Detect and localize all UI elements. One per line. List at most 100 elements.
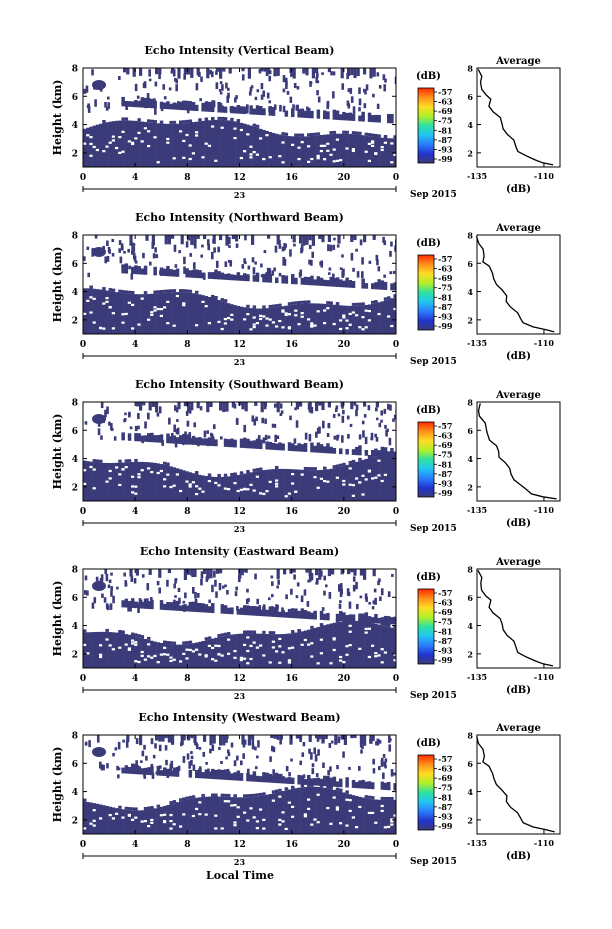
- echo-top-cell: [350, 735, 354, 739]
- echo-layer-column: [319, 469, 324, 501]
- echo-cell: [159, 120, 164, 124]
- echo-gap: [275, 479, 279, 482]
- echo-speckle: [378, 766, 381, 771]
- echo-gap: [127, 140, 132, 143]
- echo-top-cell: [235, 235, 239, 242]
- echo-speckle: [372, 93, 375, 98]
- echo-gap: [127, 814, 132, 817]
- echo-speckle: [377, 580, 380, 586]
- echo-layer-column: [163, 643, 167, 668]
- echo-band-cell: [329, 777, 333, 787]
- echo-gap: [188, 485, 193, 488]
- echo-layer-column: [223, 120, 228, 167]
- echo-gap: [239, 156, 244, 160]
- echo-cell: [297, 628, 301, 632]
- echo-cell: [211, 117, 215, 121]
- echo-speckle: [222, 585, 225, 589]
- echo-layer-column: [361, 797, 365, 834]
- echo-band-cell: [364, 612, 369, 623]
- echo-gap: [287, 659, 292, 662]
- echo-speckle: [375, 407, 378, 412]
- echo-gap: [383, 141, 388, 144]
- echo-speckle: [199, 766, 202, 770]
- echo-gap: [332, 148, 337, 151]
- echo-top-cell: [238, 569, 242, 579]
- echo-layer-column: [89, 632, 93, 668]
- echo-band-cell: [124, 598, 129, 608]
- echo-layer-column: [89, 461, 93, 501]
- profile-x-tick-label: -135: [467, 838, 487, 848]
- echo-gap: [329, 822, 333, 825]
- y-tick-label: 8: [72, 232, 78, 242]
- x-tick-label: 4: [132, 674, 138, 684]
- echo-speckle: [262, 90, 266, 97]
- echo-cell: [198, 118, 202, 122]
- echo-gap: [163, 478, 167, 481]
- echo-cell: [339, 788, 343, 792]
- echo-cell: [233, 794, 237, 798]
- echo-gap: [275, 485, 279, 488]
- echo-speckle: [168, 87, 172, 91]
- echo-top-cell: [177, 68, 181, 79]
- echo-speckle: [241, 569, 244, 576]
- echo-cell: [217, 634, 221, 638]
- echo-layer-column: [92, 803, 97, 834]
- echo-speckle: [86, 246, 90, 250]
- echo-layer-column: [233, 475, 237, 501]
- echo-gap: [179, 825, 183, 828]
- echo-speckle: [315, 76, 319, 84]
- echo-layer-column: [115, 120, 119, 167]
- profile-x-tick-label: -110: [534, 672, 554, 682]
- echo-gap: [147, 467, 151, 470]
- echo-speckle: [253, 418, 257, 426]
- echo-layer-column: [211, 297, 215, 334]
- echo-cell: [358, 457, 362, 461]
- echo-speckle: [106, 763, 109, 769]
- echo-speckle: [356, 603, 359, 610]
- colorbar-tick-label: -87: [438, 302, 452, 312]
- echo-gap: [342, 316, 346, 319]
- echo-band-cell: [268, 773, 273, 783]
- echo-gap: [143, 819, 148, 823]
- echo-top-cell: [340, 569, 344, 575]
- echo-speckle: [268, 70, 272, 74]
- echo-band-cell: [201, 772, 205, 779]
- echo-speckle: [210, 438, 214, 445]
- echo-top-cell: [315, 402, 319, 412]
- echo-layer-column: [313, 470, 317, 501]
- panel-title: Echo Intensity (Southward Beam): [135, 378, 344, 391]
- echo-speckle: [220, 760, 223, 764]
- echo-speckle: [111, 238, 115, 243]
- echo-gap: [153, 309, 157, 312]
- echo-speckle: [282, 75, 286, 83]
- echo-top-cell: [180, 735, 184, 745]
- echo-speckle: [95, 85, 99, 90]
- echo-top-cell: [212, 735, 216, 744]
- echo-gap: [108, 469, 113, 473]
- date-day-label: 23: [234, 524, 246, 534]
- echo-layer-column: [108, 462, 113, 501]
- echo-speckle: [260, 274, 264, 278]
- echo-cell: [169, 289, 173, 293]
- echo-band-cell: [271, 442, 276, 450]
- echo-top-cell: [321, 402, 325, 411]
- echo-speckle: [365, 84, 369, 91]
- echo-speckle: [186, 420, 190, 427]
- echo-cell: [220, 793, 225, 797]
- echo-cell: [153, 290, 157, 294]
- echo-top-cell: [305, 235, 309, 245]
- echo-top-cell: [363, 402, 367, 407]
- echo-top-cell: [171, 68, 175, 74]
- echo-top-cell: [139, 735, 143, 746]
- echo-layer-column: [262, 129, 266, 167]
- echo-cell: [300, 133, 305, 137]
- x-tick-label: 0: [80, 340, 86, 350]
- echo-layer-column: [390, 799, 394, 834]
- echo-speckle: [131, 250, 134, 255]
- colorbar-tick-label: -99: [438, 321, 453, 331]
- echo-gap: [137, 131, 141, 134]
- echo-speckle: [310, 259, 313, 266]
- echo-band-cell: [220, 105, 225, 113]
- x-axis-label: Local Time: [206, 869, 274, 882]
- colorbar-tick-label: -93: [438, 144, 453, 154]
